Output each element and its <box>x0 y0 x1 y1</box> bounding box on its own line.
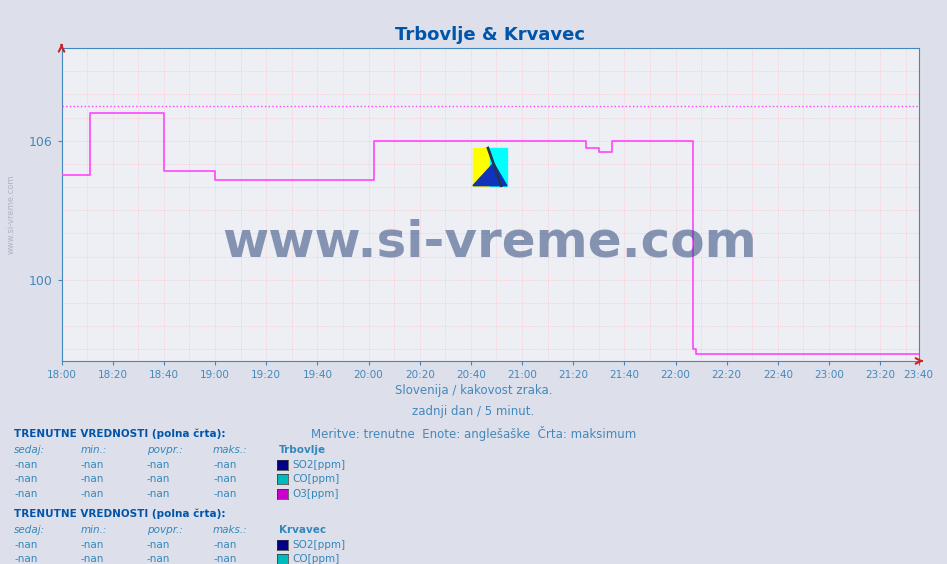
Text: -nan: -nan <box>147 540 170 550</box>
Text: TRENUTNE VREDNOSTI (polna črta):: TRENUTNE VREDNOSTI (polna črta): <box>14 429 225 439</box>
Text: sedaj:: sedaj: <box>14 525 45 535</box>
Text: -nan: -nan <box>213 460 237 470</box>
Text: -nan: -nan <box>213 540 237 550</box>
Text: maks.:: maks.: <box>213 525 248 535</box>
Text: CO[ppm]: CO[ppm] <box>293 554 340 564</box>
Text: Meritve: trenutne  Enote: anglešaške  Črta: maksimum: Meritve: trenutne Enote: anglešaške Črta… <box>311 426 636 442</box>
Text: -nan: -nan <box>14 554 38 564</box>
Text: -nan: -nan <box>14 460 38 470</box>
Text: -nan: -nan <box>14 489 38 499</box>
Text: Slovenija / kakovost zraka.: Slovenija / kakovost zraka. <box>395 384 552 396</box>
Text: -nan: -nan <box>147 554 170 564</box>
Text: -nan: -nan <box>147 460 170 470</box>
Text: www.si-vreme.com: www.si-vreme.com <box>7 175 16 254</box>
Text: -nan: -nan <box>213 554 237 564</box>
Text: sedaj:: sedaj: <box>14 445 45 455</box>
Text: -nan: -nan <box>213 474 237 484</box>
Text: povpr.:: povpr.: <box>147 445 183 455</box>
Text: -nan: -nan <box>80 474 104 484</box>
Text: -nan: -nan <box>80 540 104 550</box>
FancyBboxPatch shape <box>473 148 490 186</box>
Text: zadnji dan / 5 minut.: zadnji dan / 5 minut. <box>412 405 535 418</box>
Title: Trbovlje & Krvavec: Trbovlje & Krvavec <box>395 25 585 43</box>
Text: -nan: -nan <box>80 554 104 564</box>
Text: -nan: -nan <box>147 489 170 499</box>
FancyBboxPatch shape <box>490 148 507 186</box>
Text: maks.:: maks.: <box>213 445 248 455</box>
Text: -nan: -nan <box>80 489 104 499</box>
Text: SO2[ppm]: SO2[ppm] <box>293 460 346 470</box>
Text: www.si-vreme.com: www.si-vreme.com <box>223 218 758 266</box>
Polygon shape <box>473 163 507 186</box>
Text: CO[ppm]: CO[ppm] <box>293 474 340 484</box>
Text: Trbovlje: Trbovlje <box>279 445 327 455</box>
Text: Krvavec: Krvavec <box>279 525 327 535</box>
Text: -nan: -nan <box>14 474 38 484</box>
Text: O3[ppm]: O3[ppm] <box>293 489 339 499</box>
Text: TRENUTNE VREDNOSTI (polna črta):: TRENUTNE VREDNOSTI (polna črta): <box>14 509 225 519</box>
Text: -nan: -nan <box>80 460 104 470</box>
Text: SO2[ppm]: SO2[ppm] <box>293 540 346 550</box>
Text: -nan: -nan <box>147 474 170 484</box>
Text: -nan: -nan <box>213 489 237 499</box>
Text: min.:: min.: <box>80 525 107 535</box>
Text: min.:: min.: <box>80 445 107 455</box>
Text: -nan: -nan <box>14 540 38 550</box>
Text: povpr.:: povpr.: <box>147 525 183 535</box>
